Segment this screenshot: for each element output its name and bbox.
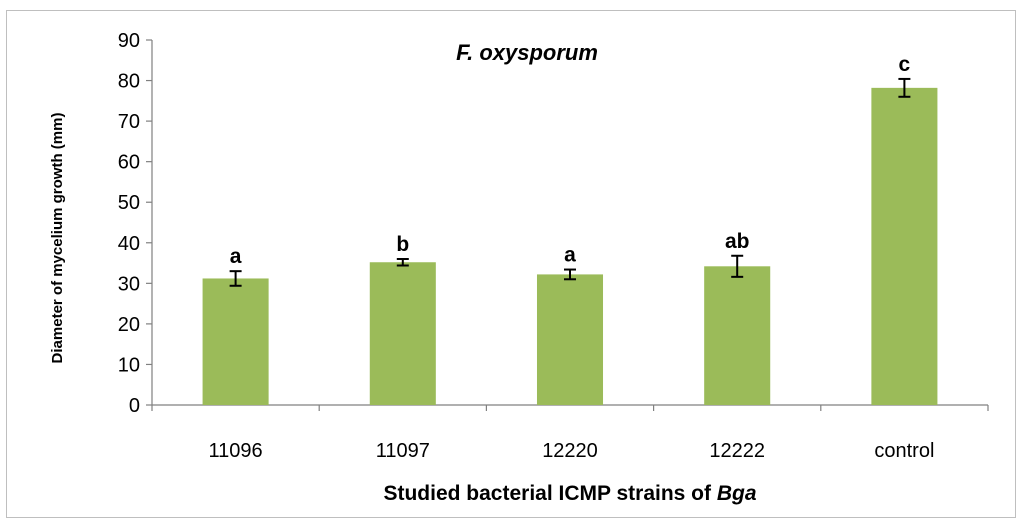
bar [704, 266, 771, 405]
significance-label: a [230, 245, 242, 268]
y-tick-label: 0 [129, 395, 140, 417]
y-axis-label: Diameter of mycelium growth (mm) [49, 113, 66, 364]
y-tick-label: 40 [118, 233, 140, 255]
y-tick-label: 20 [118, 314, 140, 336]
y-axis: 0 10 20 30 40 50 60 70 80 90 [118, 30, 153, 417]
category-label: 12222 [709, 440, 765, 462]
bar [369, 262, 436, 405]
y-tick-label: 70 [118, 111, 140, 133]
category-labels: 11096 11097 12220 12222 control [209, 440, 935, 462]
category-label: control [874, 440, 934, 462]
bar [536, 274, 604, 405]
bars [202, 87, 938, 405]
significance-label: c [899, 53, 911, 76]
error-bars [229, 77, 911, 287]
x-axis [151, 404, 989, 411]
chart-title: F. oxysporum [456, 40, 598, 65]
y-tick-label: 90 [118, 30, 140, 52]
x-axis-label: Studied bacterial ICMP strains of Bga [383, 482, 756, 505]
category-label: 11096 [209, 440, 263, 462]
significance-label: ab [725, 230, 750, 253]
y-tick-label: 60 [118, 152, 140, 174]
category-label: 11097 [376, 440, 430, 462]
x-axis-label-main: Studied bacterial ICMP strains of [383, 482, 716, 505]
x-axis-label-italic: Bga [717, 482, 757, 505]
y-tick-label: 80 [118, 71, 140, 93]
bar [871, 87, 938, 405]
category-label: 12220 [542, 440, 598, 462]
y-tick-label: 50 [118, 192, 140, 214]
significance-label: a [564, 244, 576, 267]
y-tick-label: 10 [118, 354, 140, 376]
significance-label: b [396, 233, 409, 256]
y-tick-label: 30 [118, 273, 140, 295]
chart-frame [6, 10, 1016, 518]
bar [202, 278, 269, 405]
